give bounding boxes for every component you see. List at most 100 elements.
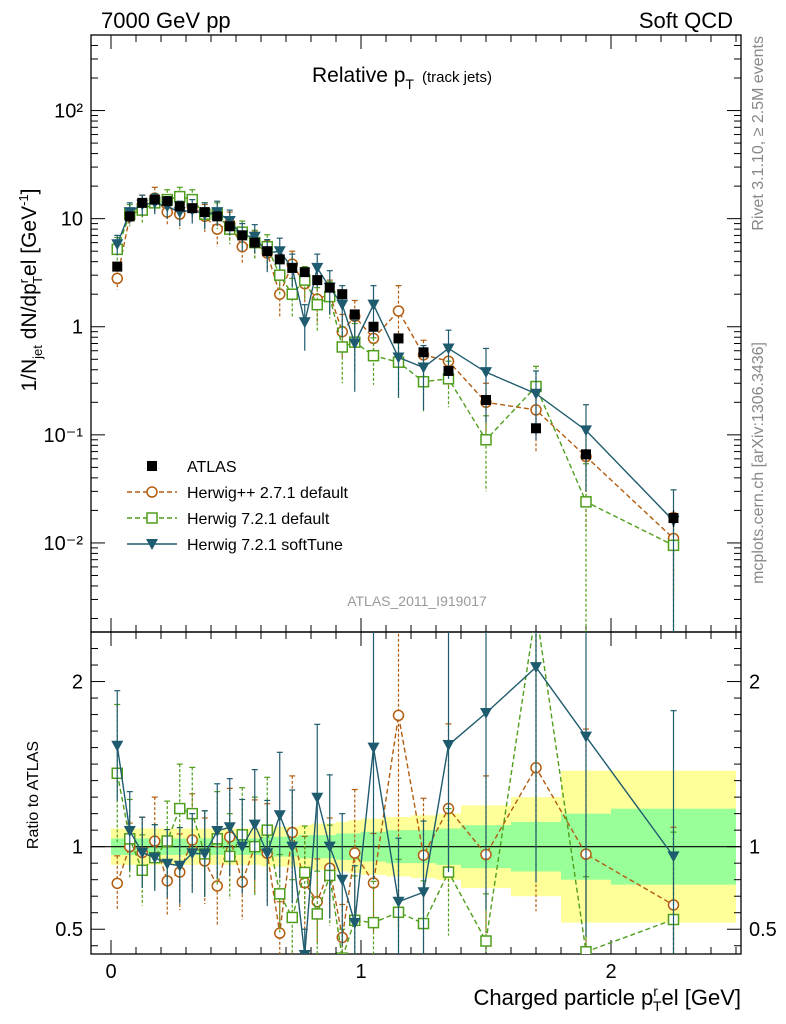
y-tick-label: 10⁻¹: [44, 425, 84, 447]
data-point: [286, 841, 299, 853]
data-point: [417, 362, 430, 374]
legend: ATLAS Herwig++ 2.7.1 default Herwig 7.2.1 …: [127, 459, 349, 554]
data-point: [336, 299, 349, 311]
data-point: [212, 211, 223, 222]
data-point: [581, 449, 591, 460]
data-point: [580, 945, 592, 954]
data-point: [286, 288, 298, 300]
y-tick-label: 10⁻²: [44, 533, 84, 555]
plot-title-suffix: (track jets): [422, 69, 492, 86]
data-point: [530, 388, 542, 400]
legend-label: ATLAS: [187, 459, 237, 476]
data-point: [174, 190, 186, 203]
data-point: [186, 848, 199, 860]
xlabel-sub: T: [653, 998, 662, 1014]
data-point: [580, 425, 592, 437]
data-point: [211, 825, 224, 837]
header-energy-label: 7000 GeV pp: [101, 8, 231, 33]
data-point: [211, 880, 223, 892]
data-point: [393, 333, 404, 344]
ylabel-sub-t: T: [30, 276, 45, 284]
data-point: [262, 246, 273, 257]
data-point: [111, 239, 124, 251]
data-point: [161, 858, 174, 870]
xlabel-suffix: el [GeV]: [662, 985, 741, 1010]
data-point: [367, 349, 380, 362]
data-point: [442, 740, 455, 752]
data-point: [137, 197, 148, 208]
data-point: [480, 434, 492, 446]
y-tick-label: 10: [61, 209, 83, 231]
xlabel-main: Charged particle p: [474, 985, 654, 1010]
data-point: [348, 338, 361, 350]
data-point: [123, 825, 136, 837]
data-point: [349, 309, 360, 320]
ylabel-mid: dN/dp: [18, 283, 41, 345]
ratio-tick-label-right: 0.5: [749, 919, 777, 941]
data-point: [274, 254, 285, 265]
data-point: [274, 888, 286, 900]
data-point: [368, 321, 379, 332]
data-point: [199, 207, 210, 218]
series-line: [116, 195, 674, 546]
data-point: [298, 950, 311, 954]
data-point: [531, 605, 541, 615]
data-point: [236, 841, 249, 853]
data-point: [149, 194, 160, 205]
axes: 0 1 2 10⁻² 10⁻¹ 1 10 10² 0.5 0.5 1 1 2 2: [44, 34, 777, 983]
data-point: [223, 822, 236, 834]
data-point: [136, 847, 149, 859]
ratio-y-axis-label: Ratio to ATLAS: [25, 741, 42, 849]
data-point: [111, 740, 124, 752]
data-point: [311, 908, 323, 920]
ratio-series-line: [116, 632, 674, 954]
data-point: [530, 662, 542, 674]
ratio-tick-label-right: 1: [749, 837, 760, 859]
data-point: [174, 201, 185, 212]
data-point: [273, 810, 286, 822]
data-point: [274, 269, 286, 281]
y-tick-label: 10²: [54, 101, 83, 123]
data-point: [668, 513, 679, 524]
ylabel-close: ]: [18, 188, 41, 194]
data-point: [418, 347, 429, 358]
main-plot-series: [111, 186, 680, 632]
data-point: [148, 852, 161, 864]
data-point: [667, 851, 680, 863]
data-point: [367, 916, 380, 929]
data-point: [349, 847, 361, 859]
ratio-plot-frame: [90, 631, 742, 955]
ylabel-exp: -1: [16, 194, 31, 206]
data-point: [224, 221, 235, 232]
data-point: [146, 512, 158, 524]
data-point: [111, 877, 123, 890]
ylabel-sub-jet: jet: [30, 345, 45, 360]
data-point: [336, 341, 348, 353]
data-point: [198, 848, 211, 860]
data-point: [336, 874, 349, 886]
data-point: [580, 496, 592, 508]
data-point: [311, 298, 323, 311]
data-point: [274, 927, 286, 939]
data-point: [337, 289, 348, 300]
ylabel-end: el [GeV: [18, 206, 41, 276]
data-point: [392, 352, 405, 364]
data-point: [480, 935, 492, 947]
data-point: [480, 367, 492, 379]
ylabel-sup: r: [16, 278, 31, 283]
plot-title-sub: T: [405, 76, 414, 92]
legend-label: Herwig 7.2.1 default: [187, 511, 330, 528]
legend-label: Herwig 7.2.1 softTune: [187, 537, 343, 554]
data-point: [323, 841, 336, 853]
rivet-version-label: Rivet 3.1.10, ≥ 2.5M events: [750, 36, 767, 231]
data-point: [443, 365, 454, 376]
ratio-tick-label: 1: [72, 837, 83, 859]
data-point: [531, 423, 541, 434]
ylabel-main: 1/N: [18, 359, 41, 392]
legend-label: Herwig++ 2.7.1 default: [187, 485, 349, 502]
data-point: [481, 395, 491, 406]
data-point: [417, 887, 430, 899]
data-point: [248, 819, 261, 831]
ratio-tick-label: 2: [72, 672, 83, 694]
